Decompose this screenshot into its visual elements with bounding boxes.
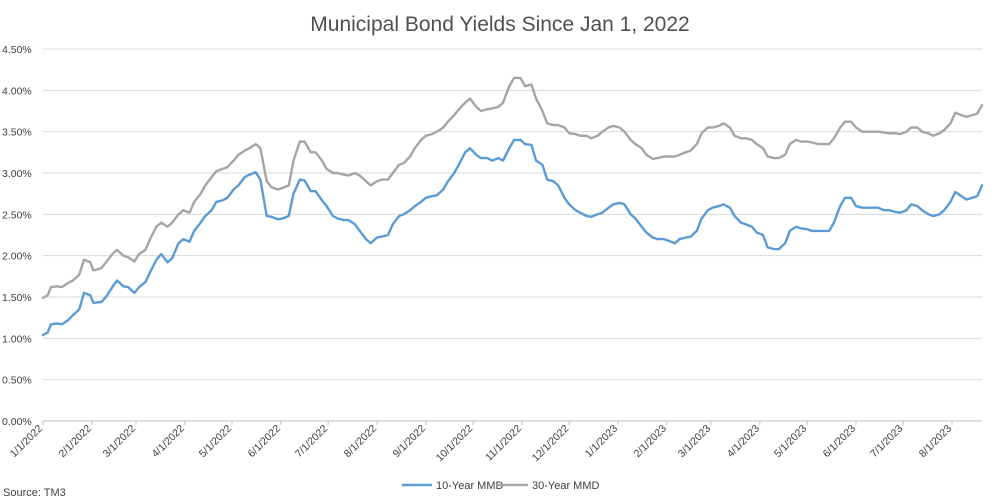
x-tick-label: 9/1/2022 [391,423,428,460]
series-line-30-year-mmd [41,76,984,299]
x-tick-label: 2/1/2023 [632,423,669,460]
y-tick-label: 2.50% [2,209,32,221]
y-tick-label: 0.50% [2,375,32,387]
x-tick-label: 4/1/2023 [725,423,762,460]
x-tick-label: 1/1/2022 [8,423,45,460]
y-tick-label: 1.00% [2,333,32,345]
x-tick-label: 2/1/2022 [57,423,94,460]
x-tick-label: 5/1/2023 [772,423,809,460]
chart-title: Municipal Bond Yields Since Jan 1, 2022 [310,13,689,36]
y-tick-label: 4.50% [2,44,32,56]
x-tick-label: 8/1/2023 [917,423,954,460]
x-tick-label: 7/1/2023 [868,423,905,460]
series-lines [41,76,984,337]
x-tick-label: 10/1/2022 [434,423,476,465]
y-axis-tick-labels: 0.00% 0.50% 1.00% 1.50% 2.00% 2.50% 3.00% 3.50%… [2,44,32,428]
x-tick-label: 1/1/2023 [583,423,620,460]
x-tick-label: 6/1/2023 [821,423,858,460]
gridlines [43,48,982,422]
y-tick-label: 0.00% [2,416,32,428]
legend-label-10-year: 10-Year MMD [436,480,504,492]
x-tick-label: 3/1/2023 [676,423,713,460]
legend: 10-Year MMD 30-Year MMD [402,480,600,492]
x-tick-label: 7/1/2022 [293,423,330,460]
legend-label-30-year: 30-Year MMD [532,480,600,492]
y-tick-label: 3.00% [2,168,32,180]
x-tick-label: 3/1/2022 [101,423,138,460]
series-line-10-year-mmd [41,138,984,337]
x-tick-label: 4/1/2022 [150,423,187,460]
y-tick-label: 1.50% [2,292,32,304]
x-axis-tick-labels: 1/1/2022 2/1/2022 3/1/2022 4/1/2022 5/1/2022… [8,421,954,465]
y-tick-label: 2.00% [2,251,32,263]
x-tick-label: 11/1/2022 [483,423,524,464]
x-tick-label: 5/1/2022 [197,423,234,460]
y-tick-label: 3.50% [2,127,32,139]
y-tick-label: 4.00% [2,85,32,97]
x-tick-label: 6/1/2022 [246,423,283,460]
x-tick-label: 8/1/2022 [342,423,379,460]
source-note: Source: TM3 [3,487,66,499]
x-tick-label: 12/1/2022 [530,423,572,465]
